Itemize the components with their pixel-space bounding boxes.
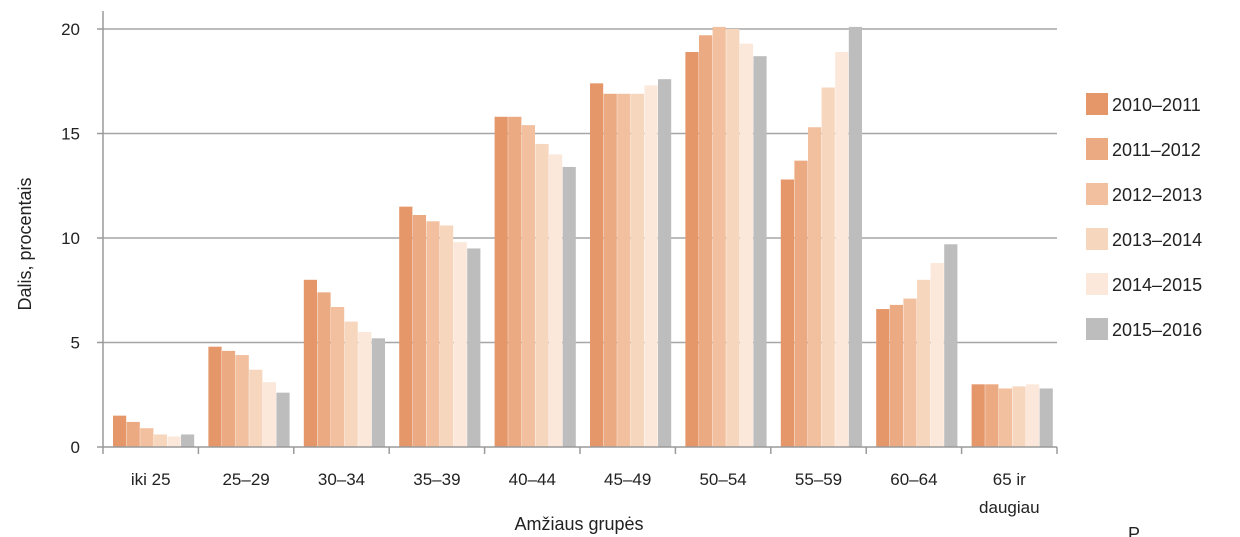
y-tick-label: 5: [71, 334, 80, 353]
x-tick-label: 35–39: [413, 470, 460, 489]
bar: [521, 125, 535, 447]
bar: [167, 436, 181, 447]
bar: [358, 332, 372, 447]
x-tick-label: 65 ir: [993, 470, 1026, 489]
bar: [235, 355, 249, 447]
bar: [971, 384, 985, 447]
legend-label: 2014–2015: [1112, 275, 1202, 295]
bar: [739, 43, 753, 447]
bar: [440, 225, 454, 447]
legend-swatch: [1086, 138, 1108, 160]
bar: [153, 434, 167, 447]
bar: [753, 56, 767, 448]
bar: [426, 221, 440, 447]
legend-label: 2015–2016: [1112, 320, 1202, 340]
bar: [726, 29, 740, 447]
legend: 2010–2011 2011–2012 2012–2013 2013–2014 2014…: [1086, 93, 1202, 340]
x-tick-label: 30–34: [318, 470, 365, 489]
bar: [644, 85, 658, 448]
bar: [549, 154, 563, 447]
bar: [399, 206, 413, 447]
bar: [181, 434, 195, 447]
legend-swatch: [1086, 228, 1108, 250]
y-axis-label: Dalis, procentais: [15, 177, 35, 310]
bar: [412, 215, 426, 447]
legend-swatch: [1086, 183, 1108, 205]
bar: [712, 26, 726, 447]
bar: [562, 166, 576, 447]
bar: [262, 382, 276, 447]
bar: [903, 298, 917, 447]
legend-label: 2011–2012: [1112, 140, 1201, 160]
x-tick-label: iki 25: [131, 470, 171, 489]
legend-label: 2012–2013: [1112, 185, 1202, 205]
legend-swatch: [1086, 273, 1108, 295]
bar: [317, 292, 331, 447]
bar: [494, 116, 508, 447]
bar: [126, 421, 140, 447]
bar: [113, 415, 127, 447]
bar: [590, 83, 604, 447]
bar: [794, 160, 808, 448]
bar: [331, 306, 345, 447]
bar: [208, 346, 222, 447]
bar: [780, 179, 794, 448]
bar: [535, 143, 549, 447]
bar: [303, 279, 317, 447]
bar: [944, 244, 958, 447]
bar: [276, 392, 290, 447]
bar: [930, 263, 944, 447]
bar: [453, 242, 467, 447]
x-tick-labels: iki 25 25–29 30–34 35–39 40–44 45–49 50–54 55–5…: [131, 470, 1040, 517]
y-tick-label: 15: [61, 125, 80, 144]
bar: [848, 26, 862, 447]
x-tick-label: 45–49: [604, 470, 651, 489]
bar: [467, 248, 481, 447]
bar: [889, 304, 903, 447]
gridlines: [103, 28, 1057, 344]
corner-text: P: [1128, 524, 1140, 537]
bar: [821, 87, 835, 448]
bar: [699, 35, 713, 448]
bar: [508, 116, 522, 447]
x-axis-label: Amžiaus grupės: [514, 514, 643, 534]
bar: [1039, 388, 1053, 447]
x-tick-label: 50–54: [699, 470, 746, 489]
bar: [617, 93, 631, 447]
x-tick-label: daugiau: [979, 498, 1040, 517]
x-tick-label: 40–44: [509, 470, 556, 489]
bars: [113, 26, 1053, 448]
bar: [630, 93, 644, 447]
bar: [685, 51, 699, 448]
bar: [658, 79, 672, 447]
bar: [249, 369, 263, 447]
bar: [140, 428, 154, 447]
x-tick-label: 55–59: [795, 470, 842, 489]
legend-label: 2010–2011: [1112, 95, 1201, 115]
bar: [876, 309, 890, 447]
bar: [1012, 386, 1026, 447]
legend-swatch: [1086, 318, 1108, 340]
bar: [603, 93, 617, 447]
x-tick-label: 25–29: [222, 470, 269, 489]
x-tick-label: 60–64: [890, 470, 937, 489]
bar: [222, 350, 236, 447]
legend-label: 2013–2014: [1112, 230, 1202, 250]
bar: [344, 321, 358, 447]
bar: [917, 279, 931, 447]
y-tick-label: 20: [61, 20, 80, 39]
y-tick-label: 10: [61, 229, 80, 248]
bar: [371, 338, 385, 447]
bar: [985, 384, 999, 447]
bar: [808, 127, 822, 447]
y-tick-label: 0: [71, 438, 80, 457]
y-tick-labels: 0 5 10 15 20: [61, 20, 80, 457]
legend-swatch: [1086, 93, 1108, 115]
bar: [1026, 384, 1040, 447]
axes: [97, 11, 1058, 454]
bar: [835, 51, 849, 448]
bar: [998, 388, 1012, 447]
